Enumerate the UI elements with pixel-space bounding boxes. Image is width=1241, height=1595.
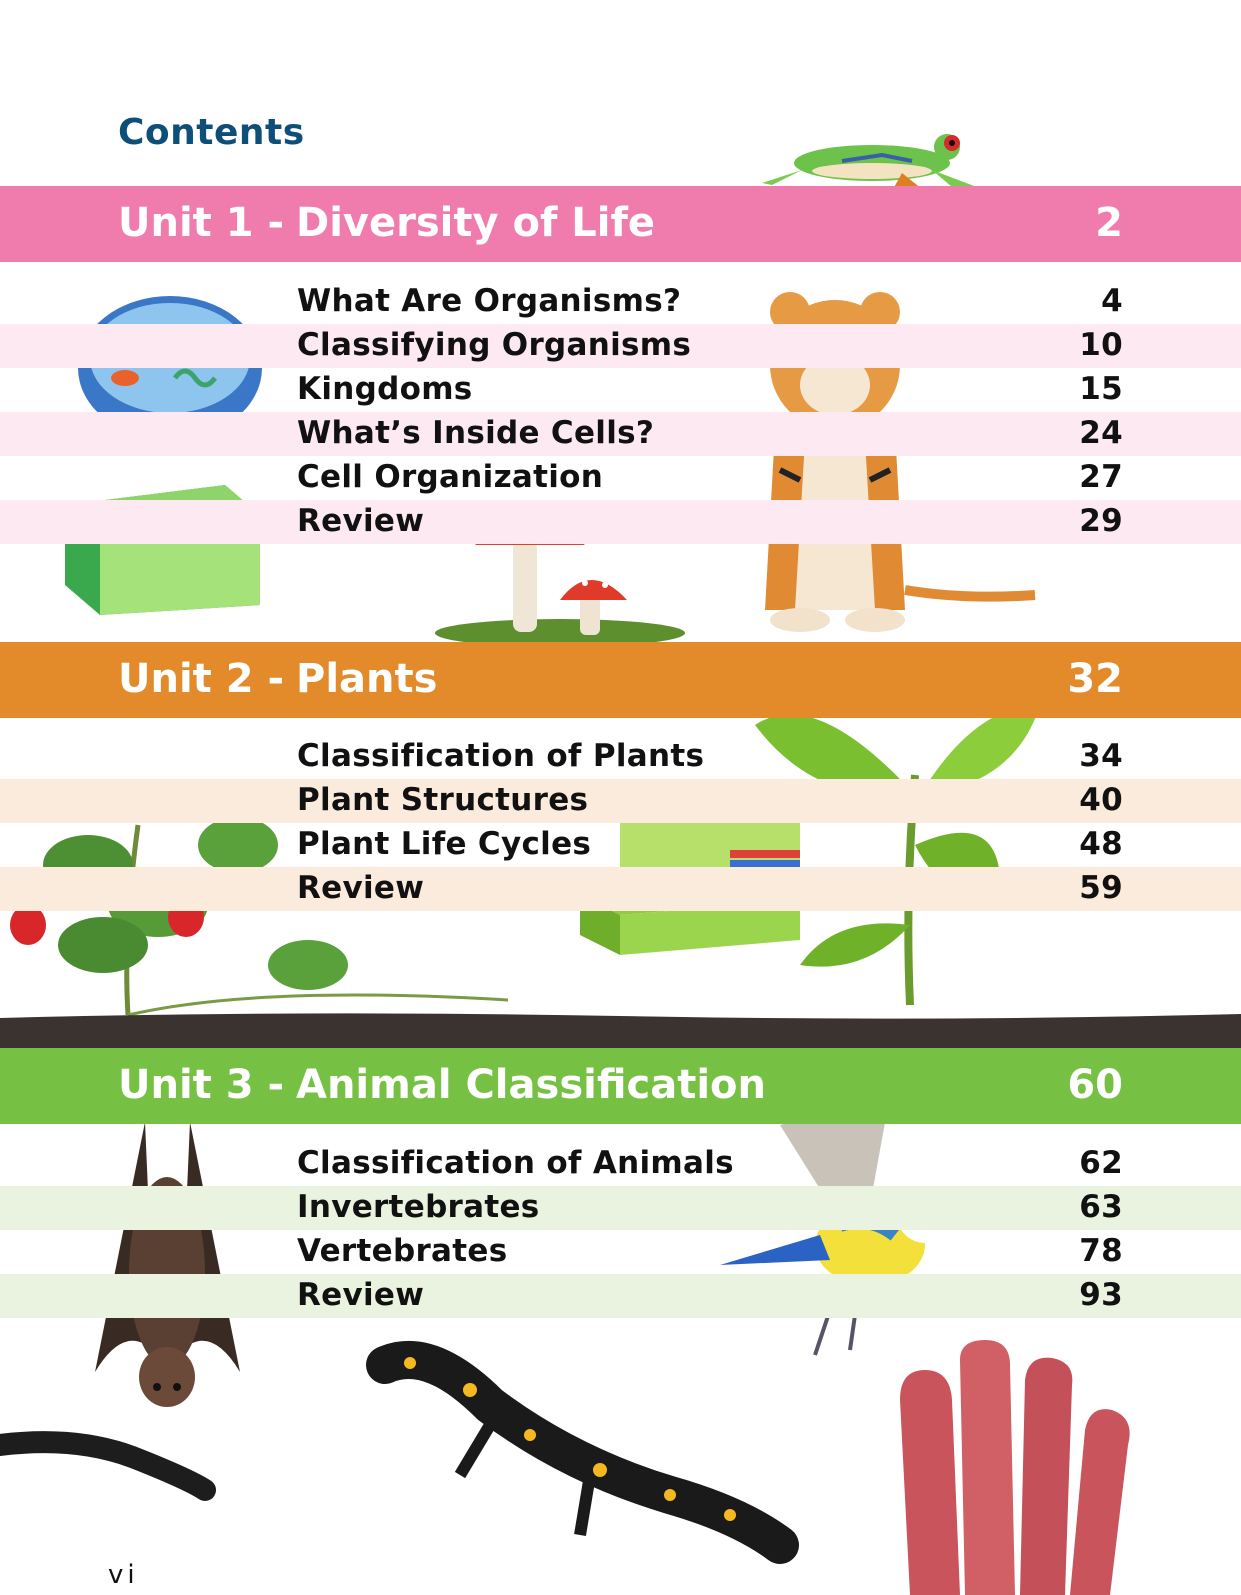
lesson-title: Review: [297, 1277, 425, 1313]
lesson-page: 4: [1101, 283, 1123, 319]
lesson-row[interactable]: Classification of Animals 62: [0, 1142, 1241, 1186]
unit-2-header[interactable]: Unit 2 - Plants 32: [0, 642, 1241, 718]
lesson-page: 63: [1079, 1189, 1123, 1225]
page-title: Contents: [118, 112, 305, 153]
lesson-row[interactable]: Classification of Plants 34: [0, 735, 1241, 779]
lesson-row[interactable]: Plant Structures 40: [0, 779, 1241, 823]
lesson-title: Classification of Animals: [297, 1145, 734, 1181]
lesson-row[interactable]: Review 59: [0, 867, 1241, 911]
lesson-row[interactable]: What’s Inside Cells? 24: [0, 412, 1241, 456]
coral-icon: [900, 1340, 1130, 1595]
unit-1-header[interactable]: Unit 1 - Diversity of Life 2: [0, 186, 1241, 262]
unit-3-header[interactable]: Unit 3 - Animal Classification 60: [0, 1048, 1241, 1124]
lesson-title: Kingdoms: [297, 371, 473, 407]
lesson-title: Classification of Plants: [297, 738, 705, 774]
lesson-page: 34: [1079, 738, 1123, 774]
lesson-row[interactable]: Vertebrates 78: [0, 1230, 1241, 1274]
lesson-page: 59: [1079, 870, 1123, 906]
unit-label: Unit 1 -: [118, 200, 285, 246]
unit-page: 60: [1067, 1062, 1123, 1108]
lesson-row[interactable]: Plant Life Cycles 48: [0, 823, 1241, 867]
lesson-row[interactable]: Cell Organization 27: [0, 456, 1241, 500]
lesson-page: 48: [1079, 826, 1123, 862]
lesson-row[interactable]: Kingdoms 15: [0, 368, 1241, 412]
lesson-row[interactable]: What Are Organisms? 4: [0, 280, 1241, 324]
soil-strip: [0, 1013, 1241, 1050]
lesson-page: 78: [1079, 1233, 1123, 1269]
lesson-title: Invertebrates: [297, 1189, 540, 1225]
lesson-title: Cell Organization: [297, 459, 604, 495]
lesson-row[interactable]: Review 29: [0, 500, 1241, 544]
unit-label: Unit 2 -: [118, 656, 285, 702]
lesson-row[interactable]: Invertebrates 63: [0, 1186, 1241, 1230]
unit-page: 2: [1095, 200, 1123, 246]
lesson-page: 93: [1079, 1277, 1123, 1313]
lesson-title: Review: [297, 503, 425, 539]
unit-name: Animal Classification: [296, 1062, 766, 1108]
lesson-page: 29: [1079, 503, 1123, 539]
lesson-row[interactable]: Review 93: [0, 1274, 1241, 1318]
lesson-title: Classifying Organisms: [297, 327, 692, 363]
lesson-title: Plant Structures: [297, 782, 589, 818]
lesson-page: 40: [1079, 782, 1123, 818]
frog-icon: [762, 134, 982, 191]
lesson-title: Vertebrates: [297, 1233, 508, 1269]
lesson-title: What’s Inside Cells?: [297, 415, 655, 451]
lesson-page: 27: [1079, 459, 1123, 495]
lesson-title: Review: [297, 870, 425, 906]
lesson-title: What Are Organisms?: [297, 283, 682, 319]
unit-label: Unit 3 -: [118, 1062, 285, 1108]
lesson-page: 24: [1079, 415, 1123, 451]
unit-name: Plants: [296, 656, 438, 702]
salamander-icon: [366, 1341, 799, 1564]
lesson-row[interactable]: Classifying Organisms 10: [0, 324, 1241, 368]
unit-name: Diversity of Life: [296, 200, 656, 246]
lesson-page: 15: [1079, 371, 1123, 407]
millipede-icon: [0, 1431, 216, 1501]
lesson-page: 62: [1079, 1145, 1123, 1181]
page-number: vi: [108, 1560, 139, 1590]
lesson-page: 10: [1079, 327, 1123, 363]
unit-page: 32: [1067, 656, 1123, 702]
lesson-title: Plant Life Cycles: [297, 826, 592, 862]
